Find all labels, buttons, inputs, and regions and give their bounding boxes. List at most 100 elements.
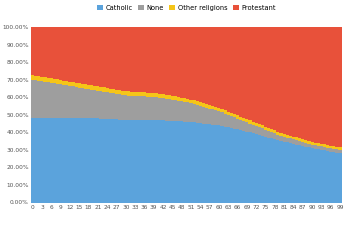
Bar	[276, 27, 279, 132]
Bar	[270, 132, 273, 138]
Bar	[47, 27, 50, 78]
Bar	[161, 27, 165, 94]
Bar	[255, 126, 258, 134]
Bar	[75, 87, 78, 118]
Bar	[152, 97, 155, 120]
Bar	[217, 27, 220, 108]
Bar	[186, 27, 189, 99]
Bar	[31, 75, 34, 80]
Bar	[317, 149, 320, 202]
Bar	[137, 92, 140, 96]
Bar	[146, 27, 149, 92]
Bar	[137, 96, 140, 120]
Bar	[34, 80, 37, 118]
Bar	[161, 94, 165, 98]
Bar	[34, 27, 37, 76]
Bar	[335, 147, 338, 149]
Bar	[258, 135, 261, 202]
Bar	[326, 148, 329, 151]
Bar	[143, 97, 146, 120]
Bar	[96, 27, 99, 86]
Bar	[211, 110, 214, 125]
Bar	[270, 129, 273, 132]
Bar	[298, 27, 301, 138]
Bar	[314, 27, 317, 143]
Bar	[43, 82, 47, 118]
Bar	[140, 92, 143, 96]
Bar	[279, 27, 283, 133]
Bar	[140, 120, 143, 202]
Bar	[193, 100, 196, 104]
Bar	[50, 83, 53, 118]
Bar	[112, 93, 115, 119]
Bar	[301, 142, 304, 146]
Bar	[335, 27, 338, 147]
Bar	[112, 89, 115, 93]
Bar	[171, 27, 174, 96]
Bar	[112, 119, 115, 202]
Bar	[236, 130, 239, 202]
Bar	[78, 118, 81, 202]
Bar	[40, 118, 43, 202]
Bar	[137, 27, 140, 92]
Bar	[233, 129, 236, 202]
Bar	[320, 27, 323, 144]
Bar	[326, 151, 329, 203]
Bar	[102, 92, 106, 119]
Bar	[298, 138, 301, 141]
Bar	[180, 97, 183, 101]
Bar	[81, 27, 84, 84]
Bar	[314, 149, 317, 202]
Bar	[208, 105, 211, 109]
Bar	[329, 152, 332, 202]
Bar	[236, 27, 239, 115]
Bar	[62, 81, 65, 85]
Bar	[118, 120, 121, 202]
Bar	[329, 148, 332, 152]
Bar	[252, 133, 255, 202]
Bar	[189, 122, 193, 202]
Bar	[332, 27, 335, 146]
Bar	[155, 27, 158, 93]
Bar	[140, 96, 143, 120]
Bar	[165, 27, 168, 95]
Bar	[267, 128, 270, 131]
Bar	[71, 86, 75, 118]
Bar	[214, 107, 217, 110]
Bar	[115, 90, 118, 94]
Bar	[87, 27, 90, 85]
Bar	[174, 121, 177, 202]
Bar	[273, 139, 276, 202]
Bar	[255, 134, 258, 202]
Bar	[93, 27, 96, 86]
Bar	[304, 27, 307, 140]
Bar	[332, 152, 335, 202]
Bar	[134, 27, 137, 92]
Bar	[50, 79, 53, 83]
Bar	[174, 100, 177, 121]
Bar	[180, 101, 183, 122]
Bar	[332, 146, 335, 149]
Bar	[121, 91, 124, 95]
Bar	[134, 96, 137, 120]
Bar	[31, 27, 34, 75]
Bar	[227, 115, 230, 127]
Bar	[211, 27, 214, 106]
Bar	[171, 100, 174, 121]
Bar	[53, 118, 56, 202]
Bar	[68, 86, 71, 118]
Bar	[227, 127, 230, 202]
Bar	[62, 27, 65, 81]
Bar	[233, 27, 236, 114]
Bar	[220, 112, 224, 126]
Bar	[245, 119, 248, 122]
Bar	[186, 99, 189, 102]
Bar	[279, 136, 283, 141]
Bar	[180, 27, 183, 97]
Bar	[230, 27, 233, 113]
Bar	[171, 121, 174, 202]
Bar	[177, 121, 180, 202]
Bar	[289, 136, 292, 138]
Bar	[130, 120, 134, 202]
Bar	[320, 146, 323, 150]
